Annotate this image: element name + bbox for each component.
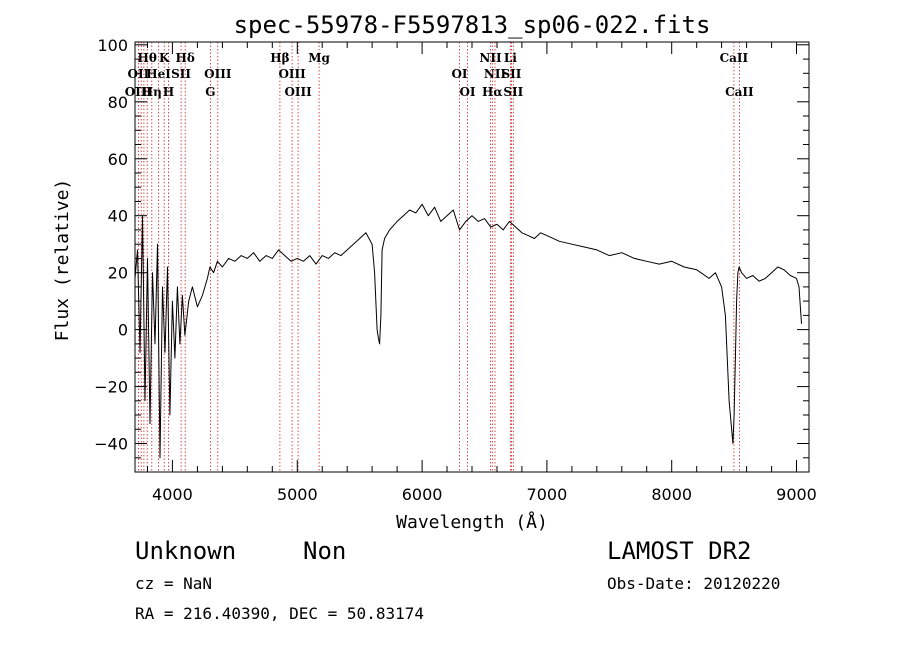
y-axis-label: Flux (relative) xyxy=(52,179,73,342)
line-label: OIII xyxy=(284,85,312,99)
line-label: HeI xyxy=(146,67,171,81)
chart-title: spec-55978-F5597813_sp06-022.fits xyxy=(234,11,711,39)
survey-name: LAMOST DR2 xyxy=(607,537,752,565)
line-label: Mg xyxy=(308,51,330,65)
x-tick-label: 9000 xyxy=(776,485,817,504)
line-label: OII xyxy=(128,67,150,81)
object-class: Unknown xyxy=(135,537,237,565)
line-label: NII xyxy=(484,67,507,81)
line-label: Hδ xyxy=(176,51,195,65)
observation-date: Obs-Date: 20120220 xyxy=(607,574,781,593)
line-label: SII xyxy=(503,85,523,99)
plot-frame xyxy=(134,41,810,473)
line-label: SII xyxy=(501,67,521,81)
line-label: CaII xyxy=(720,51,749,65)
line-label: OIII xyxy=(125,85,153,99)
redshift-value: cz = NaN xyxy=(135,574,213,593)
line-label: NII xyxy=(479,51,502,65)
x-axis-label: Wavelength (Å) xyxy=(396,511,548,533)
y-tick-label: 0 xyxy=(118,321,128,340)
y-tick-label: 80 xyxy=(108,93,128,112)
y-tick-label: −40 xyxy=(94,435,128,454)
line-label: G xyxy=(205,85,215,99)
y-tick-label: 60 xyxy=(108,150,128,169)
x-axis: 4000 5000 6000 7000 8000 9000 xyxy=(147,42,817,504)
line-label: Hβ xyxy=(270,51,289,65)
line-label: Hθ xyxy=(138,51,157,65)
y-tick-label: 100 xyxy=(97,36,128,55)
line-label: OI xyxy=(451,67,467,81)
line-label: Hα xyxy=(482,85,503,99)
x-tick-label: 7000 xyxy=(527,485,568,504)
x-tick-label: 6000 xyxy=(402,485,443,504)
y-tick-label: −20 xyxy=(94,378,128,397)
emission-line-markers xyxy=(137,42,740,472)
y-tick-label: 20 xyxy=(108,264,128,283)
spectrum-line xyxy=(134,203,802,459)
spectrum-series xyxy=(134,203,802,459)
x-tick-label: 8000 xyxy=(651,485,692,504)
line-label: Li xyxy=(504,51,517,65)
line-label: OIII xyxy=(278,67,306,81)
object-subclass: Non xyxy=(303,537,347,565)
line-label: H xyxy=(163,85,174,99)
line-label: K xyxy=(159,51,170,65)
line-label: CaII xyxy=(725,85,754,99)
y-axis: −40 −20 0 20 40 60 80 100 xyxy=(94,36,809,459)
line-label: Hη xyxy=(142,85,162,99)
coordinates: RA = 216.40390, DEC = 50.83174 xyxy=(135,604,424,623)
line-label: OIII xyxy=(204,67,232,81)
line-label: OI xyxy=(459,85,475,99)
line-label: SII xyxy=(171,67,191,81)
x-tick-label: 4000 xyxy=(152,485,193,504)
y-tick-label: 40 xyxy=(108,207,128,226)
x-tick-label: 5000 xyxy=(277,485,318,504)
